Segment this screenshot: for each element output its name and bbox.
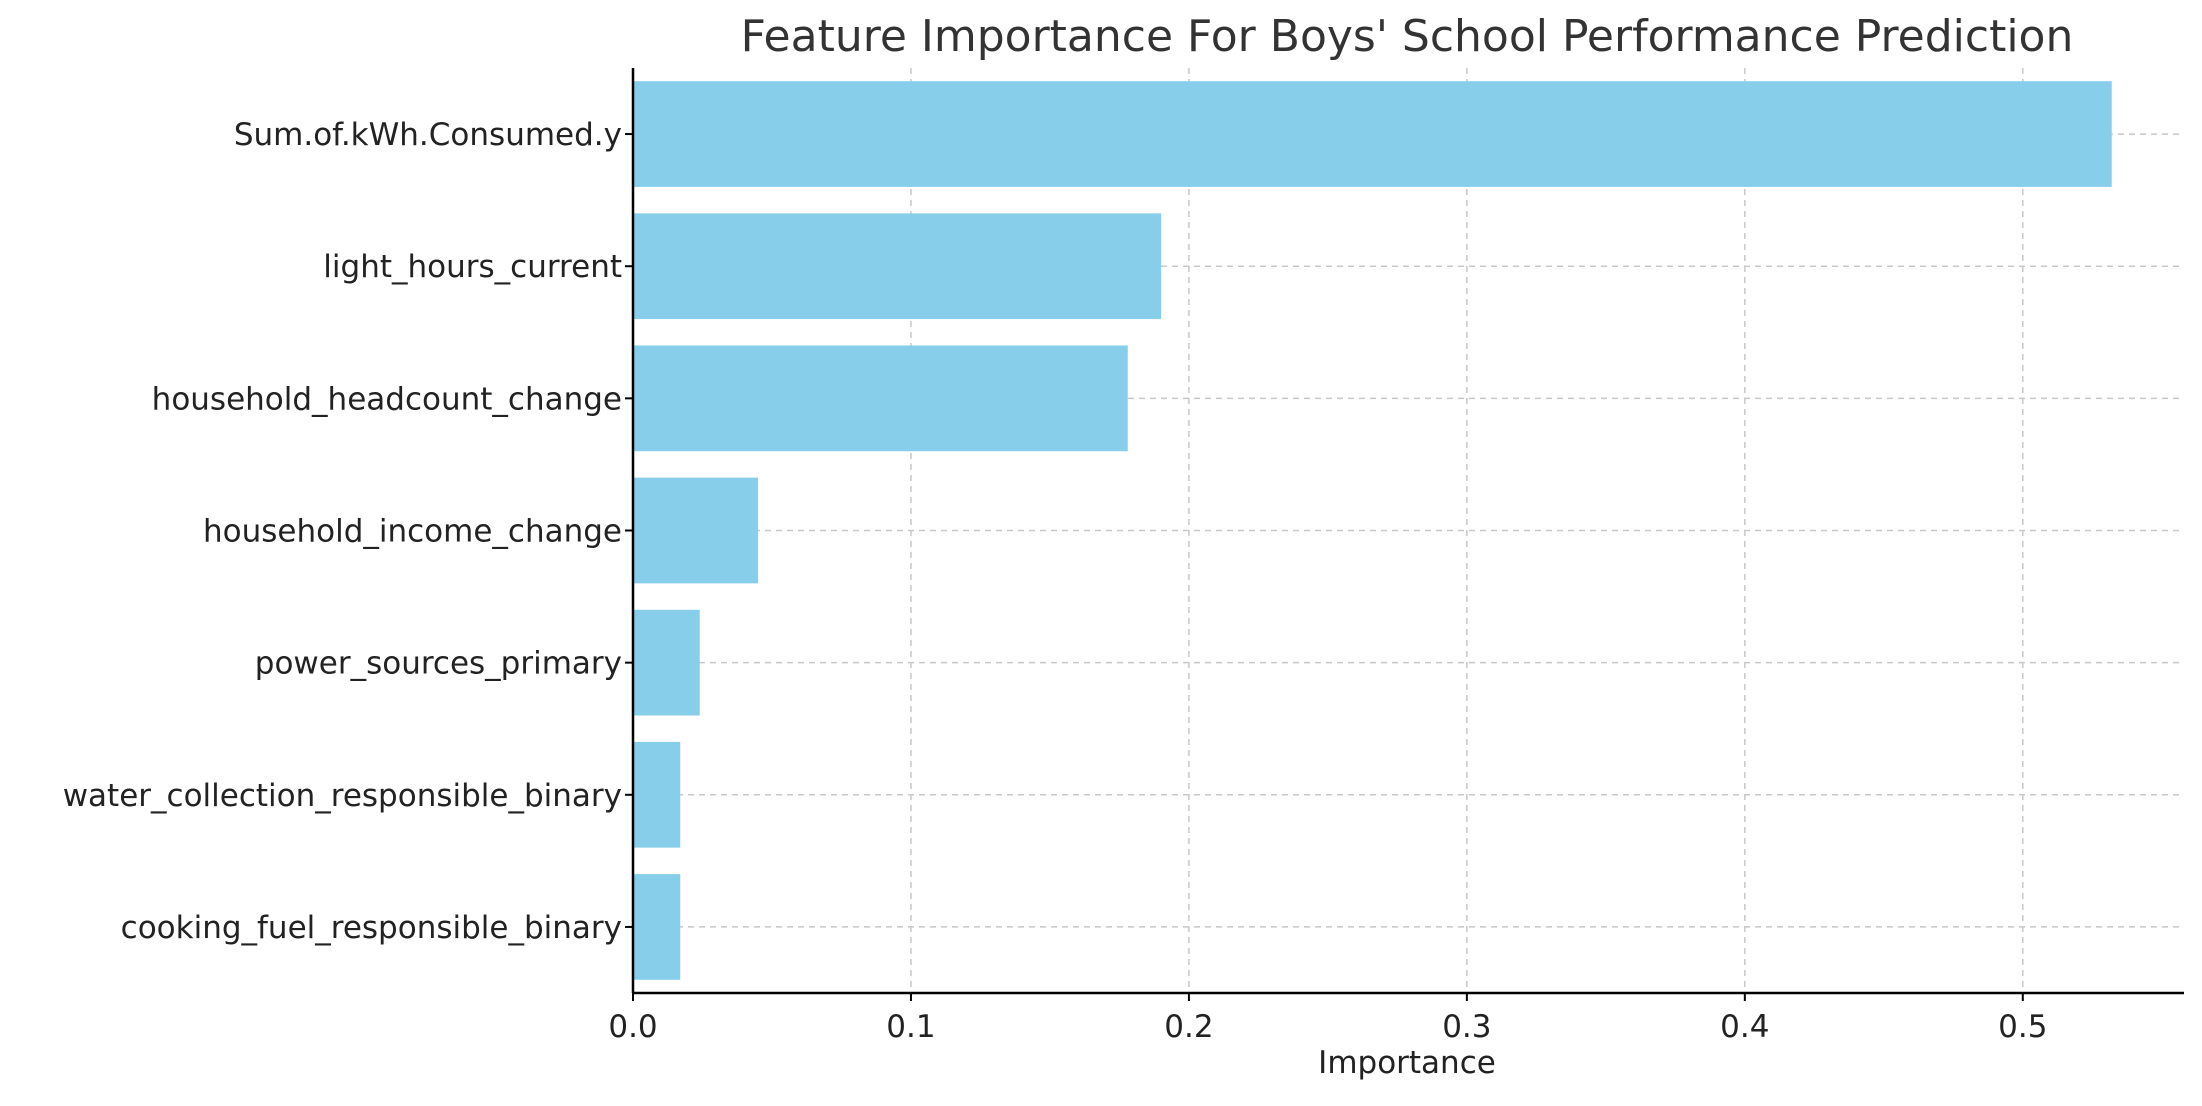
category-label: household_headcount_change <box>152 381 622 417</box>
x-tick-label: 0.4 <box>1720 1009 1769 1045</box>
bar <box>633 477 759 584</box>
category-label: Sum.of.kWh.Consumed.y <box>234 117 622 153</box>
category-label: power_sources_primary <box>255 646 622 682</box>
category-label: cooking_fuel_responsible_binary <box>121 910 622 946</box>
bar <box>633 741 681 848</box>
bar <box>633 609 700 716</box>
chart-title: Feature Importance For Boys' School Perf… <box>741 11 2074 62</box>
category-label: household_income_change <box>203 514 622 550</box>
bar-layer <box>633 81 2112 980</box>
x-tick-label: 0.5 <box>1998 1009 2047 1045</box>
bar <box>633 345 1128 452</box>
bar <box>633 213 1162 320</box>
bar <box>633 874 681 980</box>
x-tick-label: 0.2 <box>1164 1009 1213 1045</box>
axis-layer <box>625 68 2184 1001</box>
x-tick-label: 0.0 <box>608 1009 657 1045</box>
category-label: water_collection_responsible_binary <box>63 778 622 814</box>
x-tick-label: 0.1 <box>886 1009 935 1045</box>
bar <box>633 81 2112 187</box>
category-label: light_hours_current <box>323 249 622 285</box>
grid-layer <box>633 68 2184 993</box>
x-tick-label: 0.3 <box>1442 1009 1491 1045</box>
x-axis-label: Importance <box>1318 1045 1496 1081</box>
label-layer: 0.0 0.1 0.2 0.3 0.4 0.5 Sum.of.kWh.Consumed.y l… <box>63 117 2048 1045</box>
